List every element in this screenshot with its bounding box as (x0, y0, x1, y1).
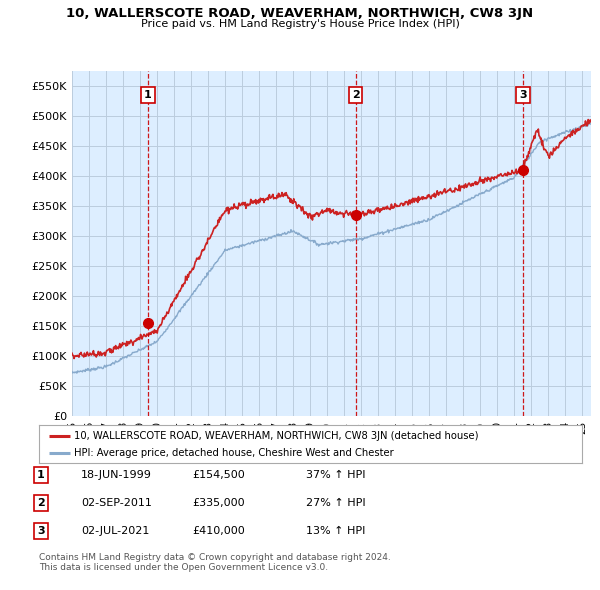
Text: 13% ↑ HPI: 13% ↑ HPI (306, 526, 365, 536)
Text: 10, WALLERSCOTE ROAD, WEAVERHAM, NORTHWICH, CW8 3JN (detached house): 10, WALLERSCOTE ROAD, WEAVERHAM, NORTHWI… (74, 431, 479, 441)
Text: This data is licensed under the Open Government Licence v3.0.: This data is licensed under the Open Gov… (39, 563, 328, 572)
Text: 3: 3 (519, 90, 527, 100)
Text: £410,000: £410,000 (192, 526, 245, 536)
Text: 1: 1 (37, 470, 44, 480)
Text: 18-JUN-1999: 18-JUN-1999 (81, 470, 152, 480)
Text: Contains HM Land Registry data © Crown copyright and database right 2024.: Contains HM Land Registry data © Crown c… (39, 553, 391, 562)
Text: HPI: Average price, detached house, Cheshire West and Chester: HPI: Average price, detached house, Ches… (74, 448, 394, 458)
Text: 2: 2 (37, 498, 44, 507)
Text: £154,500: £154,500 (192, 470, 245, 480)
Text: £335,000: £335,000 (192, 498, 245, 507)
Text: 3: 3 (37, 526, 44, 536)
Text: 10, WALLERSCOTE ROAD, WEAVERHAM, NORTHWICH, CW8 3JN: 10, WALLERSCOTE ROAD, WEAVERHAM, NORTHWI… (67, 7, 533, 20)
Text: 37% ↑ HPI: 37% ↑ HPI (306, 470, 365, 480)
Text: 02-SEP-2011: 02-SEP-2011 (81, 498, 152, 507)
Text: 2: 2 (352, 90, 359, 100)
Text: Price paid vs. HM Land Registry's House Price Index (HPI): Price paid vs. HM Land Registry's House … (140, 19, 460, 29)
Text: 27% ↑ HPI: 27% ↑ HPI (306, 498, 365, 507)
Text: 1: 1 (144, 90, 152, 100)
Text: 02-JUL-2021: 02-JUL-2021 (81, 526, 149, 536)
